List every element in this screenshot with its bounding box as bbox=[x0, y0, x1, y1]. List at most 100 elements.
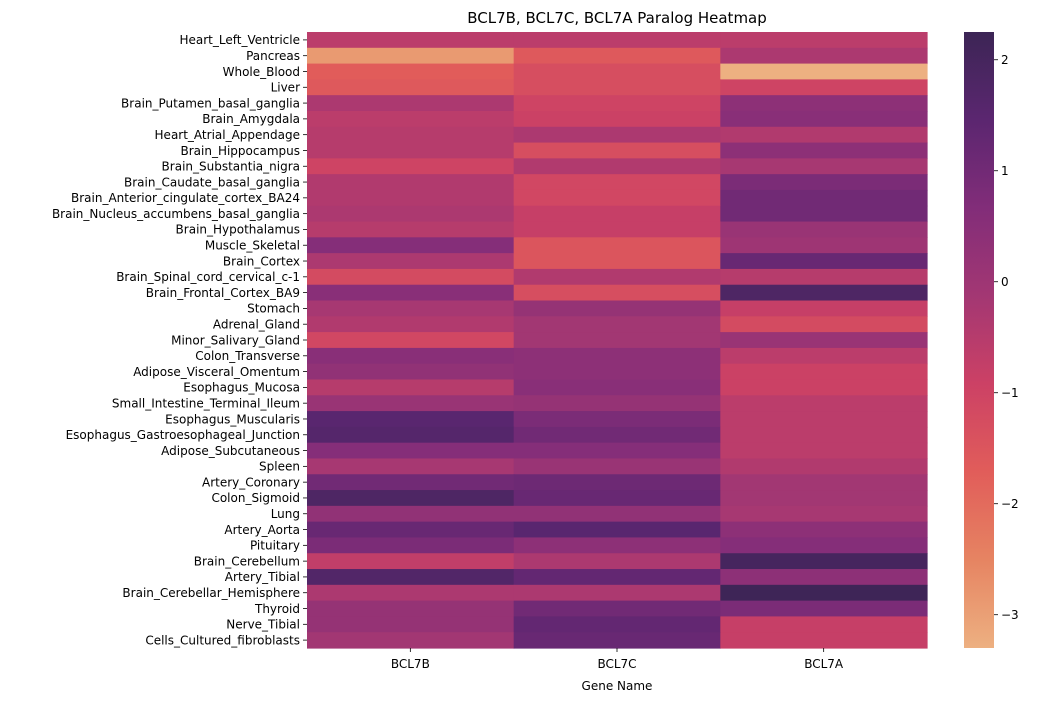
row-label: Esophagus_Gastroesophageal_Junction bbox=[66, 428, 300, 442]
heatmap-cell bbox=[513, 300, 721, 317]
heatmap-cell bbox=[307, 158, 515, 175]
row-label: Artery_Coronary bbox=[202, 475, 300, 489]
heatmap-cell bbox=[307, 553, 515, 570]
heatmap-cell bbox=[307, 253, 515, 270]
heatmap-cell bbox=[307, 584, 515, 602]
heatmap-cell bbox=[307, 332, 515, 349]
row-label: Cells_Cultured_fibroblasts bbox=[145, 633, 300, 647]
heatmap-cell bbox=[720, 521, 928, 539]
heatmap-cell bbox=[513, 95, 721, 112]
heatmap-cell bbox=[307, 474, 515, 491]
heatmap-cell bbox=[307, 110, 515, 128]
heatmap-cell bbox=[513, 316, 721, 333]
row-label: Small_Intestine_Terminal_Ileum bbox=[112, 396, 300, 410]
row-label: Adipose_Subcutaneous bbox=[161, 444, 300, 458]
heatmap-cell bbox=[720, 505, 928, 523]
heatmap-cell bbox=[720, 411, 928, 428]
heatmap-cell bbox=[307, 521, 515, 539]
heatmap-cell bbox=[513, 268, 721, 286]
column-label: BCL7B bbox=[391, 657, 430, 671]
row-label: Adipose_Visceral_Omentum bbox=[133, 365, 300, 379]
row-label: Brain_Nucleus_accumbens_basal_ganglia bbox=[52, 207, 300, 221]
column-labels: BCL7B BCL7C BCL7A bbox=[391, 648, 844, 671]
row-label: Pancreas bbox=[246, 49, 300, 63]
heatmap-cell bbox=[513, 79, 721, 96]
heatmap-cell bbox=[307, 221, 515, 238]
heatmap-cell bbox=[307, 600, 515, 618]
heatmap-cell bbox=[513, 521, 721, 539]
heatmap-cell bbox=[720, 158, 928, 175]
heatmap-cell bbox=[720, 110, 928, 128]
x-axis-label: Gene Name bbox=[582, 679, 653, 693]
heatmap-cell bbox=[307, 284, 515, 302]
heatmap-cell bbox=[720, 221, 928, 238]
heatmap-cell bbox=[307, 363, 515, 381]
row-label: Artery_Tibial bbox=[225, 570, 300, 584]
heatmap-cell bbox=[307, 47, 515, 65]
heatmap-cell bbox=[513, 505, 721, 523]
heatmap-cell bbox=[513, 63, 721, 80]
row-label: Thyroid bbox=[254, 602, 300, 616]
heatmap-cell bbox=[720, 426, 928, 444]
heatmap-cell bbox=[307, 347, 515, 365]
heatmap-cell bbox=[720, 600, 928, 618]
row-label: Brain_Substantia_nigra bbox=[162, 160, 300, 174]
heatmap-cell bbox=[513, 158, 721, 175]
heatmap-cell bbox=[513, 142, 721, 159]
row-label: Esophagus_Mucosa bbox=[183, 381, 300, 395]
colorbar-ticks: 2 1 0 −1 −2 −3 bbox=[994, 53, 1019, 622]
heatmap-cell bbox=[307, 426, 515, 444]
row-label: Artery_Aorta bbox=[224, 523, 300, 537]
heatmap-cell bbox=[720, 632, 928, 649]
heatmap-cell bbox=[307, 268, 515, 286]
colorbar bbox=[964, 32, 994, 648]
heatmap-cell bbox=[720, 253, 928, 270]
row-label: Brain_Caudate_basal_ganglia bbox=[124, 175, 300, 189]
heatmap-cell bbox=[513, 205, 721, 223]
heatmap-cell bbox=[513, 347, 721, 365]
heatmap-cell bbox=[513, 253, 721, 270]
heatmap-cell bbox=[307, 126, 515, 144]
heatmap-cell bbox=[720, 584, 928, 602]
heatmap-cell bbox=[307, 316, 515, 333]
colorbar-tick-label: −1 bbox=[1001, 386, 1019, 400]
row-label: Heart_Left_Ventricle bbox=[179, 33, 300, 47]
row-label: Brain_Cerebellum bbox=[194, 554, 300, 568]
heatmap-cell bbox=[720, 332, 928, 349]
heatmap-cell bbox=[720, 174, 928, 191]
heatmap-cell bbox=[720, 490, 928, 507]
heatmap-cell bbox=[513, 490, 721, 507]
heatmap-cell bbox=[513, 442, 721, 460]
row-label: Lung bbox=[271, 507, 300, 521]
heatmap-cell bbox=[720, 142, 928, 159]
heatmap-cell bbox=[720, 363, 928, 381]
row-label: Colon_Sigmoid bbox=[211, 491, 300, 505]
row-label: Heart_Atrial_Appendage bbox=[155, 128, 300, 142]
heatmap-cell bbox=[513, 284, 721, 302]
heatmap-cell bbox=[513, 474, 721, 491]
heatmap-cell bbox=[307, 189, 515, 207]
row-label: Brain_Frontal_Cortex_BA9 bbox=[146, 286, 300, 300]
heatmap-cell bbox=[513, 47, 721, 65]
heatmap-cell bbox=[307, 395, 515, 412]
row-label: Stomach bbox=[247, 302, 300, 316]
heatmap-cell bbox=[513, 379, 721, 396]
row-label: Nerve_Tibial bbox=[226, 618, 300, 632]
heatmap-cell bbox=[307, 632, 515, 649]
heatmap-cell bbox=[307, 442, 515, 460]
heatmap-cell bbox=[307, 300, 515, 317]
heatmap-cell bbox=[513, 584, 721, 602]
row-label: Spleen bbox=[259, 460, 300, 474]
heatmap-cell bbox=[720, 474, 928, 491]
row-label: Brain_Hippocampus bbox=[180, 144, 300, 158]
row-label: Brain_Anterior_cingulate_cortex_BA24 bbox=[71, 191, 300, 205]
colorbar-tick-label: 1 bbox=[1001, 164, 1009, 178]
heatmap-cell bbox=[307, 32, 515, 49]
heatmap-cell bbox=[720, 616, 928, 633]
heatmap-cell bbox=[720, 284, 928, 302]
heatmap-cell bbox=[720, 32, 928, 49]
heatmap-cell bbox=[720, 569, 928, 586]
heatmap-cell bbox=[720, 316, 928, 333]
heatmap-cell bbox=[307, 63, 515, 80]
